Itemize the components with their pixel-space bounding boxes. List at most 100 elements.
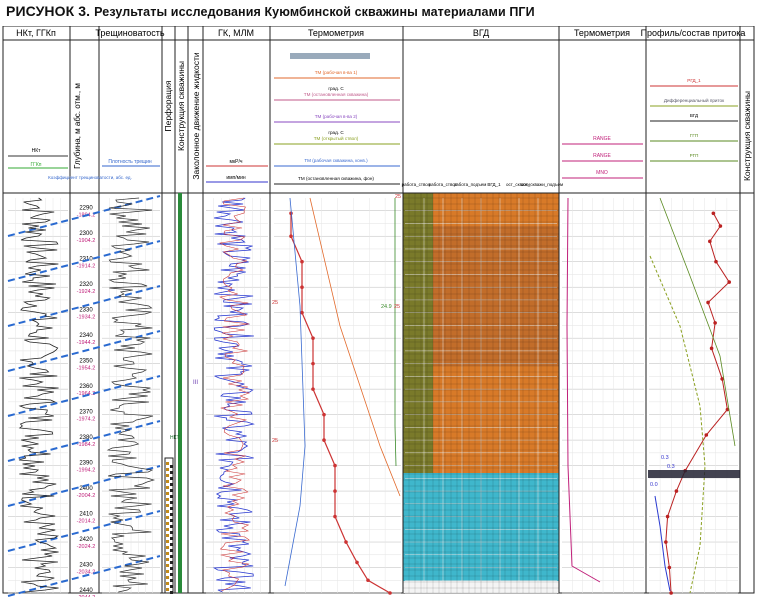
perf-tick (166, 528, 169, 531)
profile-blue-curve (654, 495, 671, 592)
fracture-line (7, 510, 161, 552)
depth-label: 2410 (79, 512, 93, 518)
thermo-point (333, 463, 337, 468)
pr-leg-3: ВГД (690, 113, 699, 118)
thermo-point (300, 310, 304, 315)
perf-tick (166, 480, 169, 483)
profile-value-labels: 0.3 0.3 0.0 (650, 455, 675, 488)
perf-tick (170, 579, 173, 582)
profile-inflow-band (648, 470, 740, 478)
profile-point (665, 514, 670, 519)
abs-depth-label: -1934.2 (77, 315, 96, 321)
perf-tick (166, 540, 169, 543)
perf-tick (166, 486, 169, 489)
thermo-point (289, 234, 293, 239)
abs-depth-label: -1924.2 (77, 289, 96, 295)
profile-legend: РГД_1 Дифференциальный приток ВГД ГГП РГ… (650, 78, 738, 162)
thermo-point (388, 591, 392, 595)
abs-depth-label: -1994.2 (77, 468, 96, 474)
perf-tick (166, 504, 169, 507)
perf-tick (170, 501, 173, 504)
perf-tick (170, 513, 173, 516)
pr-leg-4: ГГП (690, 133, 698, 138)
t2-leg-2: RANGE (593, 153, 611, 159)
thermo-point (333, 514, 337, 519)
t2-leg-1: RANGE (593, 136, 611, 142)
header-scales: НКт ГГКп Плотность трещин Коэффициент тр… (8, 53, 370, 183)
perf-tick (166, 468, 169, 471)
thermo-point (333, 489, 337, 493)
profile-point (709, 346, 714, 351)
depth-label: 2290 (79, 206, 93, 212)
depth-label: 2420 (79, 537, 93, 543)
title-frac: Трещиноватость (95, 28, 165, 38)
depth-label: 2370 (79, 410, 93, 416)
perf-tick (170, 591, 173, 594)
thermo-point (311, 387, 315, 391)
well-log-panel: НКт, ГГКп Трещиноватость ГК, МЛМ Термоме… (2, 26, 755, 597)
title-depth: Глубина, м абс. отм., м (73, 83, 82, 169)
thermo2-legend: RANGE RANGE MNO (562, 136, 643, 179)
perf-tick (170, 585, 173, 588)
depth-label: 2360 (79, 384, 93, 390)
thermo-unit-2: град. С (328, 130, 344, 135)
track-separators (69, 26, 741, 593)
tv-5: 25 (394, 304, 400, 310)
thermo-blue-curve (284, 197, 306, 587)
thermo-unit-1: град. С (328, 86, 344, 91)
profile-point (713, 321, 717, 325)
abs-depth-label: -1904.2 (77, 238, 96, 244)
thermo2-curve (566, 197, 601, 583)
thermo-leg-2: ТМ (остановленная скважина) (304, 92, 369, 97)
perf-tick (170, 465, 173, 468)
perf-tick (166, 522, 169, 525)
track-titles: НКт, ГГКп Трещиноватость ГК, МЛМ Термоме… (16, 28, 745, 38)
abs-depth-label: -1954.2 (77, 366, 96, 372)
abs-depth-label: -2024.2 (77, 544, 96, 550)
thermo-leg-4: ТМ (открытый ствол) (314, 135, 359, 141)
pr-leg-1: РГД_1 (687, 78, 701, 83)
perf-tick (170, 495, 173, 498)
abs-depth-label: -1964.2 (77, 391, 96, 397)
perf-tick (170, 573, 173, 576)
perf-tick (166, 558, 169, 561)
frac-curve (106, 197, 156, 593)
nkt-curve (18, 197, 59, 593)
perf-tick (166, 534, 169, 537)
mlm-curve (219, 197, 250, 592)
figure-caption: Результаты исследования Куюмбинской сква… (94, 5, 535, 19)
pr-leg-2: Дифференциальный приток (664, 97, 725, 103)
hdr-gk-1: мкР/ч (230, 159, 243, 165)
tv-4: 25 (272, 438, 278, 444)
profile-point (667, 565, 672, 570)
abs-depth-label: -1974.2 (77, 417, 96, 423)
profile-point (669, 591, 673, 595)
thermo-point (322, 438, 326, 442)
tv-2: 25 (272, 300, 278, 306)
title-vgd: ВГД (473, 28, 489, 38)
perf-tick (170, 537, 173, 540)
abs-depth-label: -1914.2 (77, 264, 96, 270)
perf-tick (166, 516, 169, 519)
abs-depth-label: -1984.2 (77, 442, 96, 448)
depth-label: 2340 (79, 333, 93, 339)
perf-tick (166, 546, 169, 549)
pr-leg-5: РГП (690, 153, 699, 158)
tv-3: 24.9 (381, 304, 392, 310)
perf-tick (170, 567, 173, 570)
title-gk: ГК, МЛМ (218, 28, 254, 38)
title-fluid: Заколонное движение жидкости (191, 52, 201, 179)
perf-tick (170, 519, 173, 522)
abs-depth-label: -2004.2 (77, 493, 96, 499)
thermo-point (355, 560, 359, 565)
perf-tick (166, 492, 169, 495)
thermo-point (300, 259, 304, 264)
depth-label: 2330 (79, 308, 93, 314)
hdr-nkt-2: ГГКп (30, 162, 41, 168)
thermo-leg-5: ТМ (рабочая скважина, конв.) (304, 158, 368, 163)
hdr-nkt-1: НКт (32, 148, 42, 154)
perf-tick (166, 552, 169, 555)
abs-depth-label: -2044.2 (77, 595, 96, 597)
perf-tick (170, 561, 173, 564)
vgd-dark-zone (433, 226, 559, 366)
